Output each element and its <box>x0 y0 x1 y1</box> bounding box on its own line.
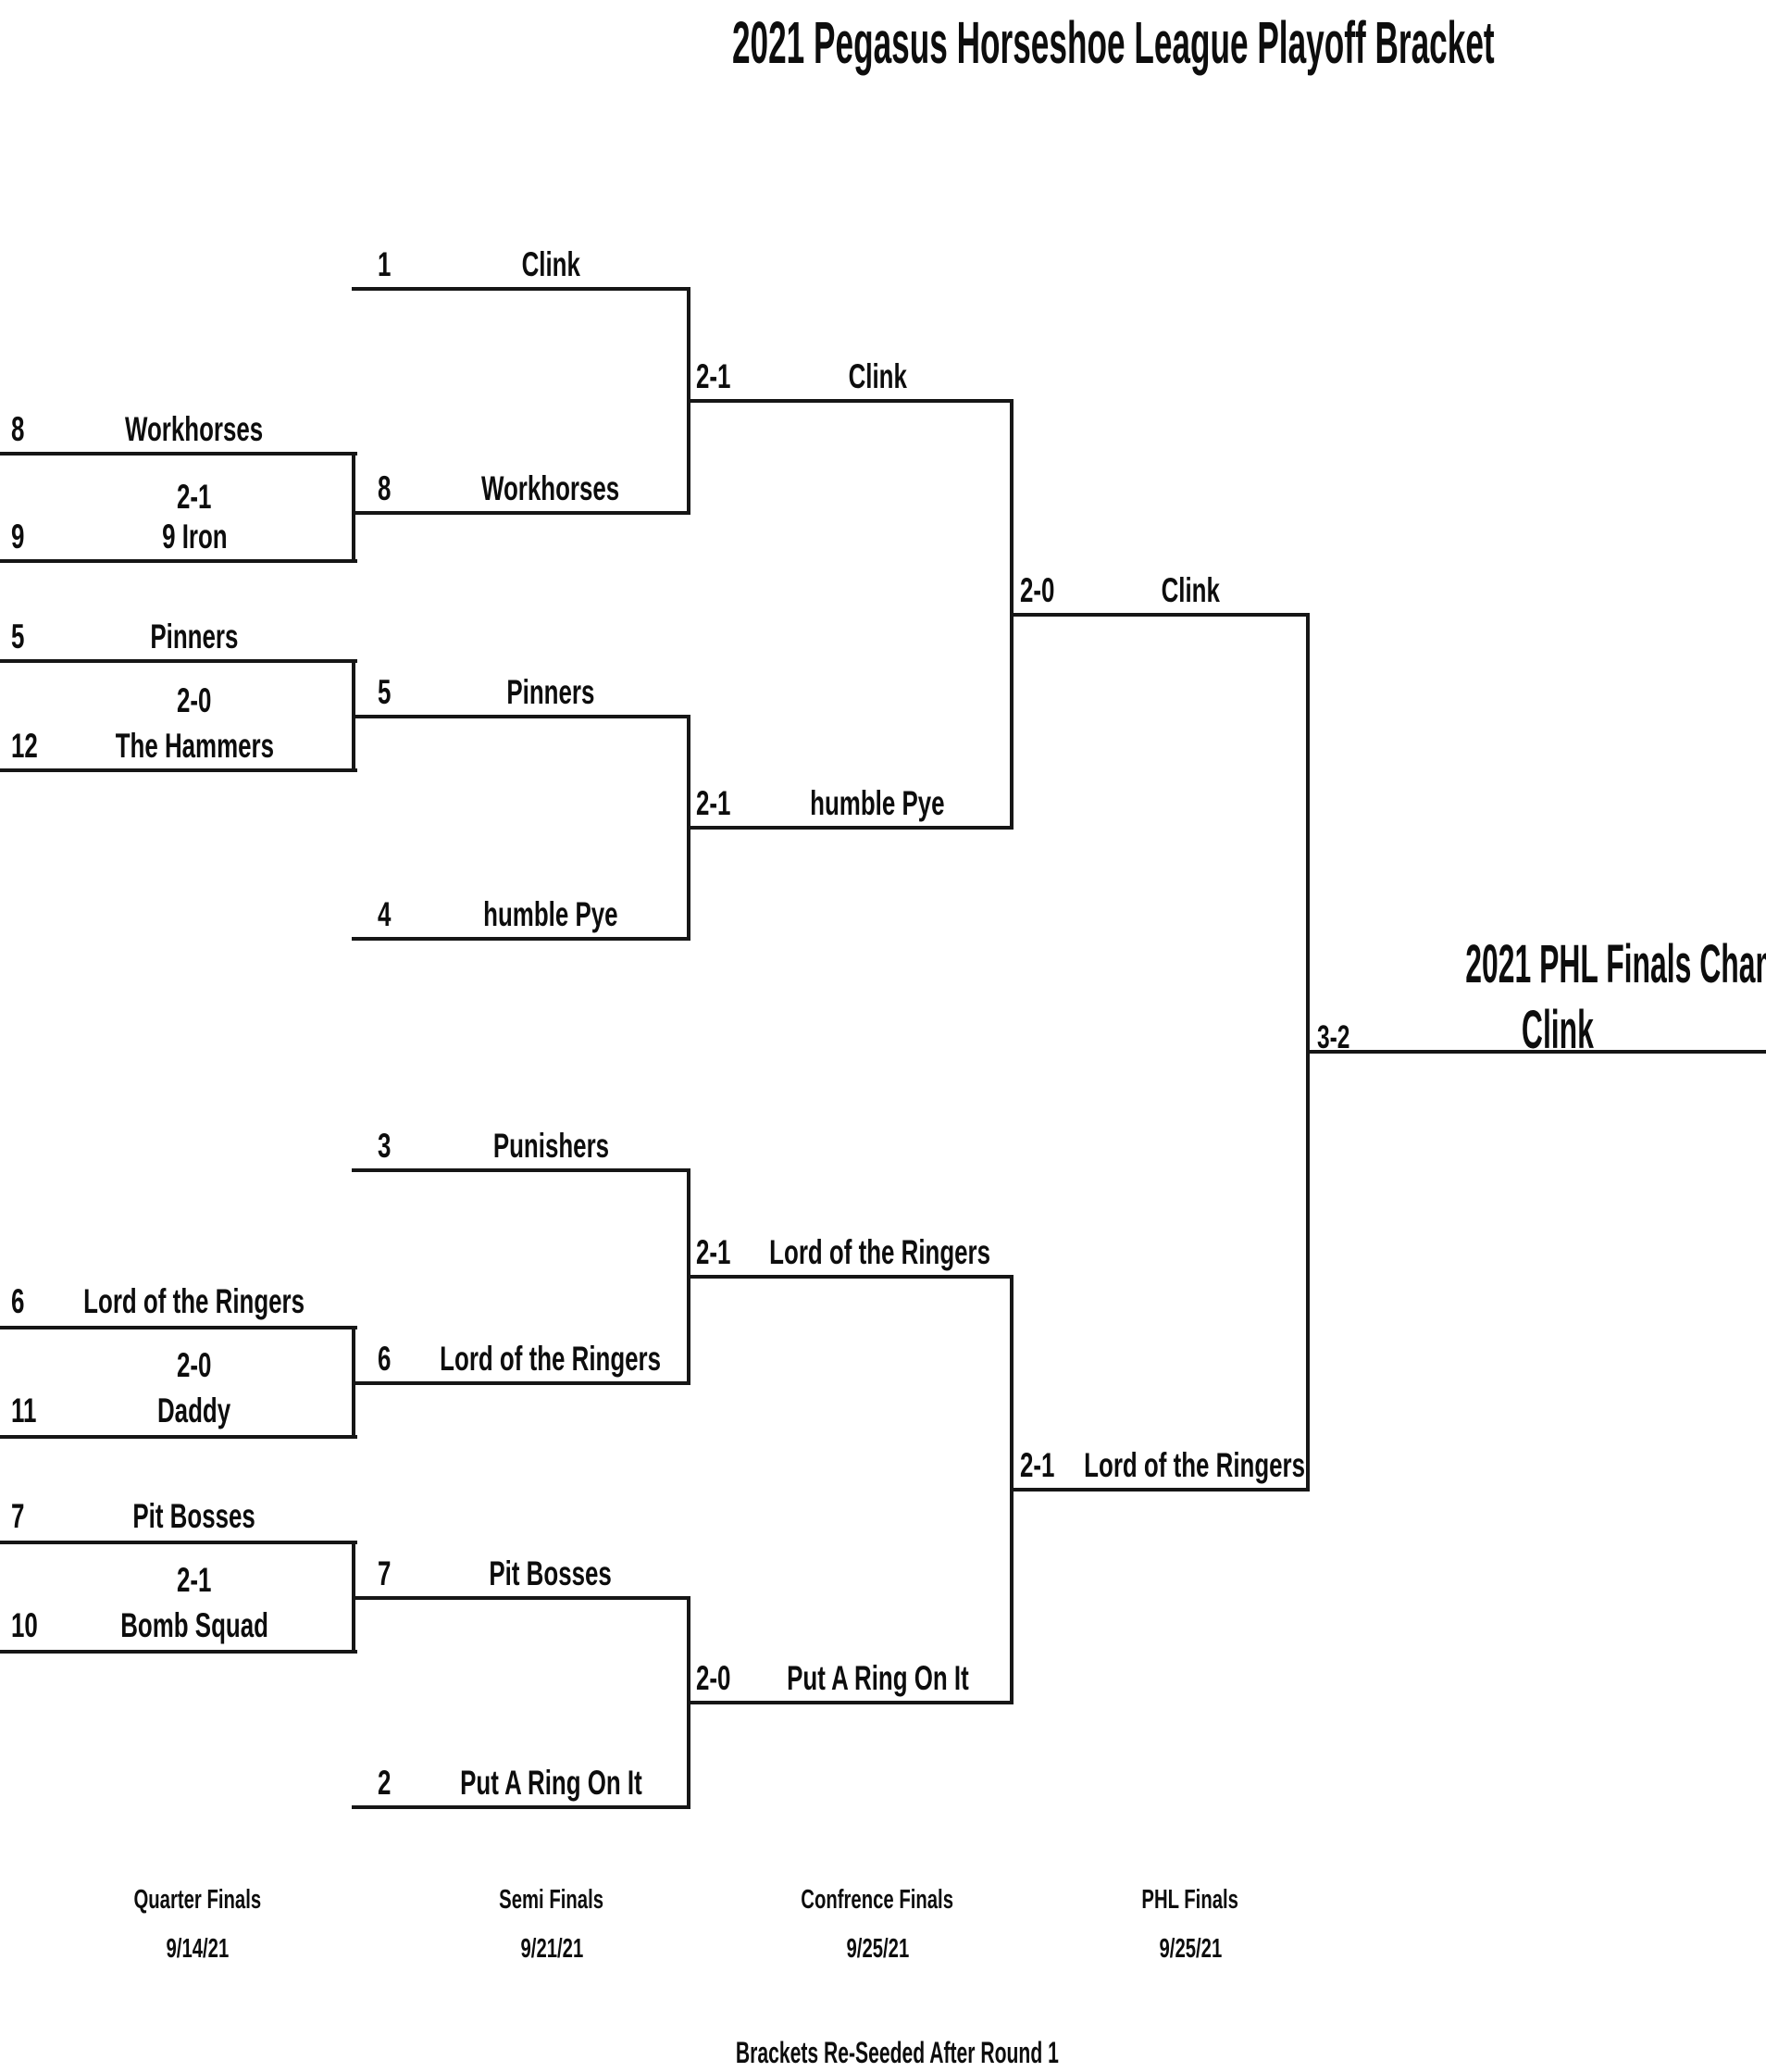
team-name: Daddy <box>157 1392 231 1429</box>
winner-name: Clink <box>848 357 907 395</box>
seed-label: 1 <box>378 245 392 283</box>
team-name: Pit Bosses <box>132 1497 256 1535</box>
match-score: 2-1 <box>177 478 212 516</box>
match-line <box>352 511 690 515</box>
team-name: Bomb Squad <box>120 1606 268 1644</box>
match-score: 2-0 <box>1020 571 1055 609</box>
match-score: 2-1 <box>696 1233 731 1271</box>
seed-label: 12 <box>11 727 38 765</box>
finals-score: 3-2 <box>1317 1019 1350 1055</box>
round-label: Semi Finals <box>499 1885 604 1915</box>
team-name: Put A Ring On It <box>459 1764 642 1802</box>
final-line <box>1308 1050 1766 1054</box>
team-name: Clink <box>521 245 580 283</box>
winner-name: Put A Ring On It <box>786 1659 969 1697</box>
match-line <box>352 1805 690 1809</box>
team-name: Lord of the Ringers <box>440 1340 662 1378</box>
team-name: Workhorses <box>125 410 264 448</box>
team-name: Pinners <box>150 618 239 655</box>
team-name: Pit Bosses <box>489 1554 613 1592</box>
round-label: Quarter Finals <box>133 1885 261 1915</box>
round-label: PHL Finals <box>1141 1885 1239 1915</box>
seed-label: 7 <box>11 1497 25 1535</box>
champion-heading: 2021 PHL Finals Champion <box>1465 934 1766 994</box>
winner-line <box>689 1701 1014 1704</box>
match-score: 2-0 <box>696 1659 731 1697</box>
seed-label: 10 <box>11 1606 38 1644</box>
seed-label: 3 <box>378 1127 392 1165</box>
round-date: 9/21/21 <box>520 1934 583 1964</box>
match-line <box>352 1168 690 1172</box>
round-label: Confrence Finals <box>801 1885 954 1915</box>
team-name: Workhorses <box>481 469 620 507</box>
match-line <box>0 1435 357 1439</box>
team-name: The Hammers <box>115 727 274 765</box>
match-score: 2-1 <box>696 784 731 822</box>
winner-line <box>689 1275 1014 1279</box>
round-date: 9/14/21 <box>166 1934 229 1964</box>
team-name: 9 Iron <box>161 518 228 555</box>
match-line <box>0 452 357 456</box>
match-line <box>0 1650 357 1654</box>
seed-label: 2 <box>378 1764 392 1802</box>
match-score: 2-0 <box>177 681 212 719</box>
seed-label: 9 <box>11 518 25 555</box>
round-date: 9/25/21 <box>846 1934 909 1964</box>
winner-line <box>1012 1488 1310 1492</box>
match-line <box>352 287 690 291</box>
seed-label: 7 <box>378 1554 392 1592</box>
match-score: 2-0 <box>177 1346 212 1384</box>
match-line <box>352 937 690 941</box>
match-line <box>352 1381 690 1385</box>
seed-label: 6 <box>378 1340 392 1378</box>
match-line <box>0 659 357 663</box>
match-score: 2-1 <box>177 1561 212 1599</box>
team-name: Punishers <box>492 1127 609 1165</box>
team-name: humble Pye <box>483 895 618 933</box>
winner-line <box>1012 613 1310 617</box>
seed-label: 8 <box>378 469 392 507</box>
match-line <box>0 559 357 563</box>
champion-name: Clink <box>1522 1000 1594 1060</box>
match-line <box>0 768 357 772</box>
winner-name: humble Pye <box>810 784 945 822</box>
match-score: 2-1 <box>696 357 731 395</box>
team-name: Pinners <box>506 673 595 711</box>
match-score: 2-1 <box>1020 1446 1055 1484</box>
match-line <box>352 715 690 718</box>
page-title: 2021 Pegasus Horseshoe League Playoff Br… <box>731 9 1495 76</box>
winner-name: Lord of the Ringers <box>769 1233 991 1271</box>
match-line <box>0 1541 357 1544</box>
winner-line <box>689 826 1014 830</box>
seed-label: 5 <box>378 673 392 711</box>
footnote: Brackets Re-Seeded After Round 1 <box>735 2036 1059 2069</box>
winner-line <box>689 399 1014 403</box>
round-date: 9/25/21 <box>1159 1934 1222 1964</box>
seed-label: 4 <box>378 895 392 933</box>
winner-name: Lord of the Ringers <box>1084 1446 1306 1484</box>
seed-label: 5 <box>11 618 25 655</box>
seed-label: 6 <box>11 1282 25 1320</box>
winner-name: Clink <box>1161 571 1220 609</box>
match-line <box>0 1326 357 1329</box>
team-name: Lord of the Ringers <box>83 1282 305 1320</box>
seed-label: 8 <box>11 410 25 448</box>
match-line <box>352 1596 690 1600</box>
connector-line <box>352 452 355 563</box>
seed-label: 11 <box>11 1392 37 1429</box>
